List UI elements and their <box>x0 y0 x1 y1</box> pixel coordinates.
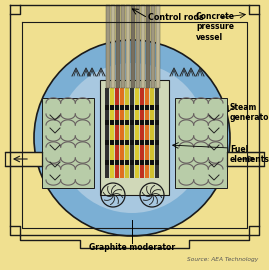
Bar <box>104 105 109 110</box>
Bar <box>119 160 124 165</box>
Bar <box>125 120 129 125</box>
Bar <box>129 120 134 125</box>
Bar <box>146 5 150 88</box>
Bar <box>144 88 149 178</box>
Bar <box>150 140 154 145</box>
Bar <box>115 5 119 88</box>
Bar <box>129 105 134 110</box>
Bar <box>134 105 139 110</box>
Bar <box>150 5 154 88</box>
Text: Steam
generator: Steam generator <box>230 103 269 122</box>
Bar <box>104 88 109 178</box>
Bar <box>119 105 124 110</box>
Bar <box>129 140 134 145</box>
Bar <box>111 5 115 88</box>
Bar <box>121 5 125 88</box>
Bar <box>140 105 144 110</box>
Bar <box>130 5 134 88</box>
Bar <box>140 160 144 165</box>
Text: Fuel
elements: Fuel elements <box>230 145 269 164</box>
Bar <box>100 80 169 195</box>
Bar <box>126 5 129 88</box>
Bar <box>140 120 144 125</box>
Bar <box>125 160 129 165</box>
Bar <box>109 105 114 110</box>
Bar <box>140 88 144 178</box>
Bar <box>22 22 247 228</box>
Bar <box>129 88 134 178</box>
Bar <box>144 120 149 125</box>
Bar <box>125 105 129 110</box>
Bar <box>115 120 119 125</box>
Bar <box>42 98 94 188</box>
Bar <box>119 88 124 178</box>
Bar <box>154 88 159 178</box>
Bar <box>109 88 114 178</box>
Bar <box>119 140 124 145</box>
Bar <box>154 140 159 145</box>
Text: Source: AEA Technology: Source: AEA Technology <box>187 258 258 262</box>
Bar <box>125 140 129 145</box>
Text: Graphite moderator: Graphite moderator <box>89 244 175 252</box>
Bar <box>119 120 124 125</box>
Bar <box>129 160 134 165</box>
Bar <box>150 120 154 125</box>
Bar <box>140 140 144 145</box>
Bar <box>109 160 114 165</box>
Bar <box>115 88 119 178</box>
Bar <box>104 160 109 165</box>
Bar <box>115 105 119 110</box>
Bar <box>134 160 139 165</box>
Bar <box>5 152 42 166</box>
Bar <box>150 160 154 165</box>
Bar <box>125 88 129 178</box>
Bar <box>227 152 264 166</box>
Bar <box>105 5 109 88</box>
Bar <box>134 120 139 125</box>
Bar <box>144 140 149 145</box>
Bar <box>140 5 144 88</box>
Bar <box>150 105 154 110</box>
Bar <box>144 160 149 165</box>
Bar <box>115 140 119 145</box>
Bar <box>154 105 159 110</box>
Bar <box>136 5 140 88</box>
Bar <box>150 88 154 178</box>
Bar <box>154 120 159 125</box>
Bar <box>144 105 149 110</box>
Text: Concrete
pressure
vessel: Concrete pressure vessel <box>196 12 235 42</box>
Bar <box>134 140 139 145</box>
Bar <box>109 140 114 145</box>
Circle shape <box>34 40 230 236</box>
Bar <box>154 160 159 165</box>
Bar <box>175 98 227 188</box>
Circle shape <box>57 63 207 213</box>
Bar <box>104 140 109 145</box>
Bar <box>115 160 119 165</box>
Bar <box>155 5 160 88</box>
Bar <box>104 120 109 125</box>
Text: Control rods: Control rods <box>148 14 204 22</box>
Bar <box>134 88 139 178</box>
Bar <box>109 120 114 125</box>
